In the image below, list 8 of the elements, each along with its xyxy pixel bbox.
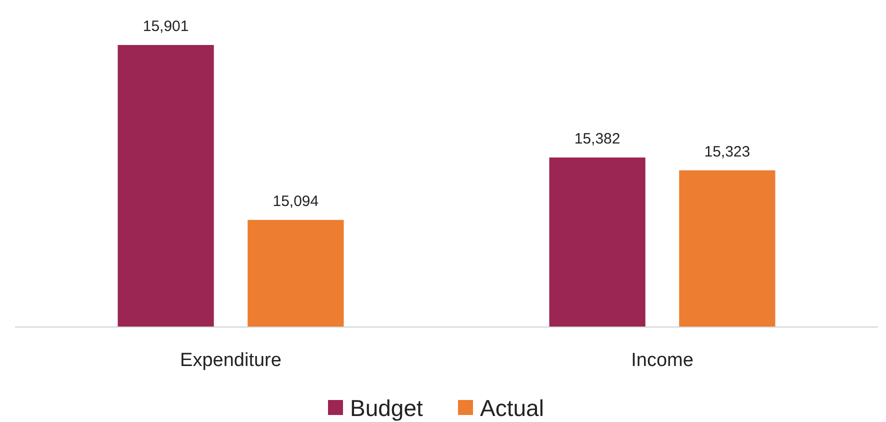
data-label: 15,382 — [574, 130, 620, 148]
data-label: 15,323 — [704, 143, 750, 160]
legend-label: Budget — [350, 395, 424, 421]
data-label: 15,094 — [272, 192, 319, 210]
legend-label: Actual — [480, 395, 544, 421]
x-tick-label: Income — [631, 350, 694, 371]
data-label: 15,901 — [142, 18, 189, 35]
x-tick-label: Expenditure — [180, 350, 282, 371]
